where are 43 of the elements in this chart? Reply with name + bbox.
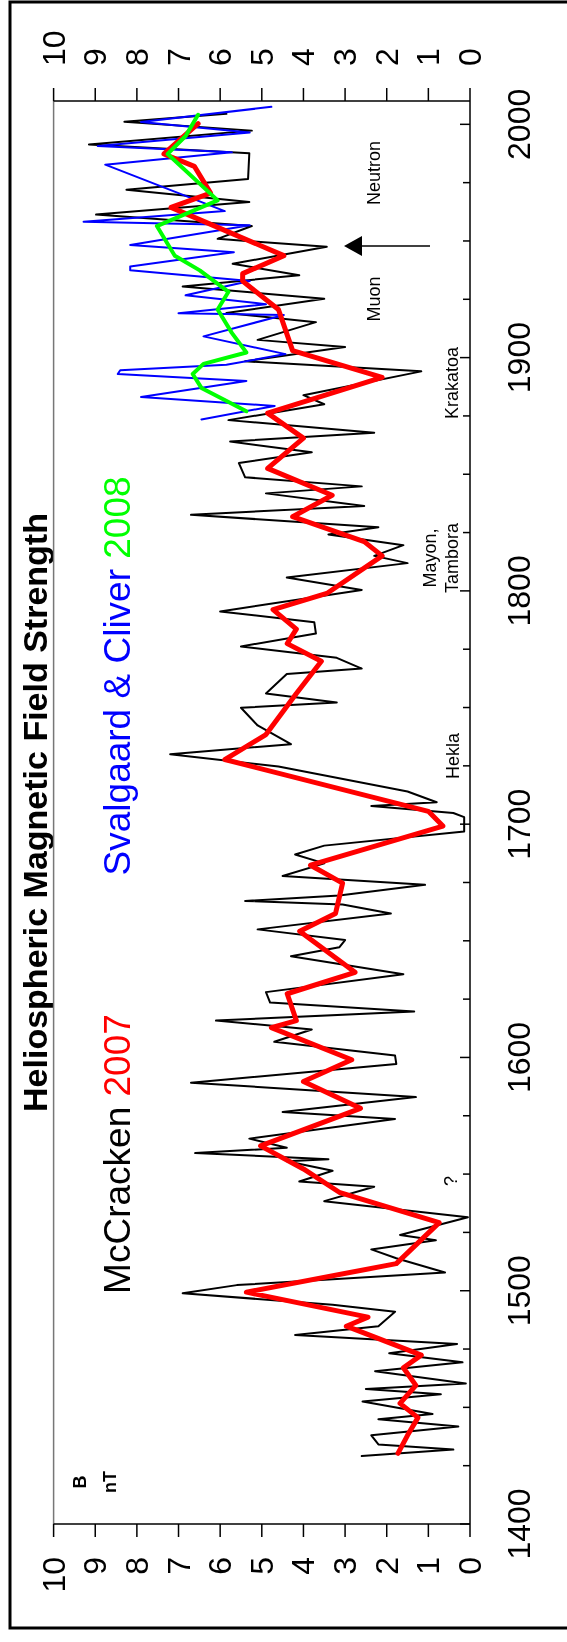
annotation: B nT <box>70 1471 120 1493</box>
annotation: Muon <box>364 276 384 322</box>
x2-tick-label: 10 <box>35 30 72 66</box>
x-tick-label: 7 <box>160 1557 197 1575</box>
text: Heliospheric Magnetic Field Strength <box>16 513 54 1112</box>
y-tick-label: 1400 <box>501 1488 537 1560</box>
line-series <box>82 105 287 421</box>
annotation: Krakatoa <box>442 345 462 420</box>
text: 2007 <box>97 1014 138 1107</box>
x2-tick-label: 0 <box>452 48 488 66</box>
x-tick-label: 2 <box>368 1557 405 1575</box>
x2-tick-label: 2 <box>368 48 405 66</box>
line-series <box>154 112 249 414</box>
x2-tick-label: 9 <box>77 48 114 66</box>
x-tick-label: 1 <box>410 1557 447 1575</box>
x-tick-label: 9 <box>77 1557 114 1575</box>
text: Svalgaard & Cliver <box>97 568 138 876</box>
x-tick-label: 6 <box>202 1557 239 1575</box>
y-tick-label: 2000 <box>501 88 537 160</box>
annotation: ? <box>441 1175 461 1187</box>
x-tick-label: 0 <box>452 1557 488 1575</box>
y-tick-label: 1800 <box>501 555 537 627</box>
x-tick-label: 4 <box>285 1557 322 1575</box>
y-tick-label: 1500 <box>501 1255 537 1327</box>
y-tick-label: 1600 <box>501 1021 537 1094</box>
x2-tick-label: 7 <box>160 48 197 66</box>
x-tick-label: 10 <box>35 1557 72 1593</box>
text: 2008 <box>97 476 138 569</box>
x2-tick-label: 1 <box>410 48 447 66</box>
annotation: Hekla <box>443 732 463 780</box>
y-tick-label: 1700 <box>501 788 537 860</box>
x-tick-label: 8 <box>118 1557 155 1575</box>
x2-tick-label: 3 <box>327 48 364 66</box>
annotation: Neutron <box>364 140 384 206</box>
x2-tick-label: 4 <box>285 48 322 66</box>
y-tick-label: 1900 <box>501 322 537 394</box>
x2-tick-label: 5 <box>243 48 280 66</box>
x-tick-label: 5 <box>243 1557 280 1575</box>
annotation: Mayon, Tambora <box>419 522 462 594</box>
x-tick-label: 3 <box>327 1557 364 1575</box>
text: McCracken <box>97 1106 138 1294</box>
x2-tick-label: 8 <box>118 48 155 66</box>
x2-tick-label: 6 <box>202 48 239 66</box>
